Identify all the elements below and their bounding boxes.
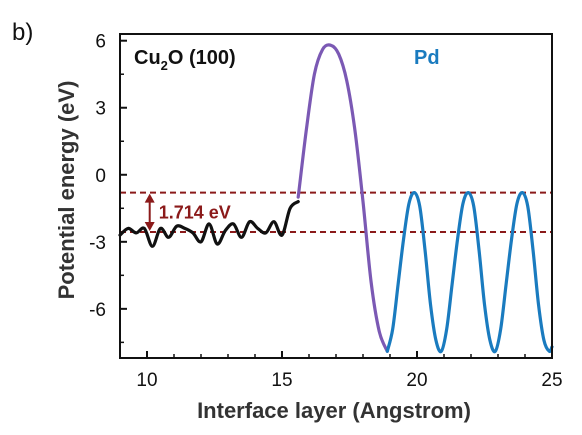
region-label-pd: Pd bbox=[414, 47, 440, 69]
region-label-cu2o-sub: 2 bbox=[161, 58, 168, 73]
x-axis: 10 15 20 25 bbox=[136, 351, 563, 391]
y-tick-label: -3 bbox=[89, 233, 106, 254]
energy-gap-annotation: 1.714 eV bbox=[144, 193, 231, 231]
x-tick-label: 20 bbox=[406, 370, 427, 391]
energy-gap-arrow-head-top bbox=[144, 193, 155, 203]
x-axis-title: Interface layer (Angstrom) bbox=[197, 398, 471, 423]
plot-frame bbox=[119, 33, 553, 359]
series-line-2 bbox=[385, 191, 554, 354]
y-tick-label: -6 bbox=[89, 300, 106, 321]
series-layer bbox=[118, 43, 554, 354]
region-label-cu2o-rest: O (100) bbox=[168, 47, 236, 69]
region-label-cu2o: Cu2O (100) bbox=[134, 47, 236, 73]
x-tick-label: 15 bbox=[271, 370, 292, 391]
x-tick-label: 10 bbox=[136, 370, 157, 391]
y-tick-label: 6 bbox=[95, 32, 106, 53]
y-axis: 6 3 0 -3 -6 bbox=[89, 32, 127, 344]
x-tick-label: 25 bbox=[541, 370, 562, 391]
panel-label: b) bbox=[12, 19, 33, 46]
y-tick-label: 3 bbox=[95, 99, 106, 120]
region-label-cu2o-main: Cu bbox=[134, 47, 161, 69]
y-axis-title: Potential energy (eV) bbox=[54, 81, 79, 300]
series-line-1 bbox=[296, 43, 389, 353]
energy-gap-label: 1.714 eV bbox=[159, 202, 231, 222]
energy-gap-arrow-head-bottom bbox=[144, 221, 155, 231]
series-line-0 bbox=[118, 200, 300, 248]
y-tick-label: 0 bbox=[95, 166, 106, 187]
